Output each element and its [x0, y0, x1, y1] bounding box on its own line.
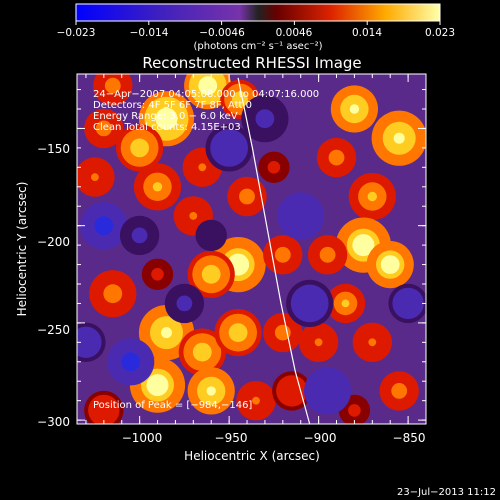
intensity-blob	[278, 250, 287, 259]
intensity-blob	[197, 347, 207, 357]
intensity-blob	[108, 81, 117, 90]
solar-limb-curve	[237, 77, 311, 424]
intensity-blob	[91, 173, 99, 182]
colorbar-gradient	[75, 3, 441, 22]
colorbar-tick-label: −0.0046	[199, 27, 245, 39]
intensity-blob	[367, 191, 377, 202]
intensity-blob	[206, 386, 216, 396]
intensity-blob	[198, 163, 207, 172]
y-tick-labels: −150 −200 −250 −300	[37, 142, 70, 429]
intensity-blob	[351, 407, 358, 414]
intensity-blob	[322, 386, 333, 396]
intensity-blob	[270, 164, 277, 171]
y-axis-label: Heliocentric Y (arcsec)	[15, 182, 29, 317]
intensity-blob	[126, 357, 136, 367]
intensity-blob	[232, 259, 244, 271]
colorbar-tick-label: 0.0046	[276, 27, 313, 39]
intensity-blob	[161, 113, 172, 125]
intensity-blob	[296, 211, 306, 221]
intensity-blob	[260, 114, 270, 124]
intensity-blob	[341, 299, 350, 308]
intensity-blob	[206, 269, 216, 279]
annotation-detectors: Detectors: 4F 5F 6F 7F 8F, Att 0	[93, 100, 252, 111]
intensity-blob	[287, 387, 296, 395]
intensity-blob	[393, 132, 405, 144]
x-tick-label: −950	[215, 431, 248, 445]
intensity-blob	[161, 327, 172, 339]
intensity-blob	[395, 387, 404, 395]
intensity-blob	[99, 406, 108, 415]
intensity-blob	[208, 232, 215, 239]
intensity-blob	[368, 338, 377, 347]
intensity-blob	[385, 259, 395, 270]
intensity-blob	[154, 271, 161, 278]
footer-timestamp: 23−Jul−2013 11:12	[397, 487, 496, 498]
intensity-blob	[233, 327, 243, 338]
plot-frame	[76, 73, 427, 425]
intensity-blob	[332, 153, 341, 162]
intensity-blob	[99, 124, 108, 133]
intensity-blob	[252, 396, 260, 405]
annotation-time-range: 24−Apr−2007 04:05:08.000 to 04:07:16.000	[93, 89, 319, 100]
x-axis-label: Heliocentric X (arcsec)	[184, 449, 320, 463]
intensity-blob	[203, 81, 213, 91]
intensity-blob	[243, 192, 251, 201]
colorbar-tick-label: −0.014	[130, 27, 169, 39]
x-tick-label: −900	[304, 431, 337, 445]
intensity-blob	[305, 298, 315, 309]
colorbar-ticks	[75, 21, 441, 25]
colorbar-tick-label: 0.023	[425, 27, 455, 39]
intensity-blob	[323, 250, 332, 259]
x-tick-label: −850	[393, 431, 426, 445]
colorbar-tick-label: −0.023	[57, 27, 96, 39]
y-tick-label: −300	[37, 415, 70, 429]
chart-title: Reconstructed RHESSI Image	[142, 54, 361, 72]
intensity-blob	[108, 289, 118, 299]
intensity-blob	[152, 182, 163, 192]
intensity-blob	[135, 231, 144, 240]
intensity-blob	[314, 338, 323, 347]
colorbar-tick-label: 0.014	[352, 27, 382, 39]
annotation-peak-position: Position of Peak = [−984,−146]	[93, 400, 252, 411]
y-tick-label: −250	[37, 323, 70, 337]
intensity-blob	[152, 379, 163, 391]
intensity-blob	[189, 212, 198, 220]
intensity-blob	[82, 338, 90, 347]
y-tick-label: −150	[37, 142, 70, 156]
y-tick-label: −200	[37, 235, 70, 249]
annotation-total-counts: Clean Total counts: 4.15E+03	[93, 122, 241, 133]
colorbar-unit-label: (photons cm⁻² s⁻¹ asec⁻²)	[193, 41, 322, 52]
x-tick-labels: −1000 −950 −900 −850	[122, 431, 426, 445]
image-intensity-blobs	[77, 74, 426, 424]
intensity-blob	[349, 104, 360, 114]
annotation-energy-range: Energy Range: 3.0 − 6.0 keV	[93, 111, 238, 122]
intensity-blob	[357, 239, 369, 251]
axis-ticks	[77, 74, 427, 424]
intensity-blob	[224, 143, 234, 153]
colorbar: −0.023 −0.014 −0.0046 0.0046 0.014 0.023…	[57, 3, 455, 52]
x-tick-label: −1000	[122, 431, 163, 445]
plot-area: 24−Apr−2007 04:05:08.000 to 04:07:16.000…	[76, 73, 427, 425]
intensity-blob	[99, 221, 109, 231]
intensity-blob	[180, 299, 189, 308]
intensity-blob	[278, 328, 287, 337]
intensity-blob	[404, 299, 412, 308]
intensity-blob	[134, 143, 145, 153]
